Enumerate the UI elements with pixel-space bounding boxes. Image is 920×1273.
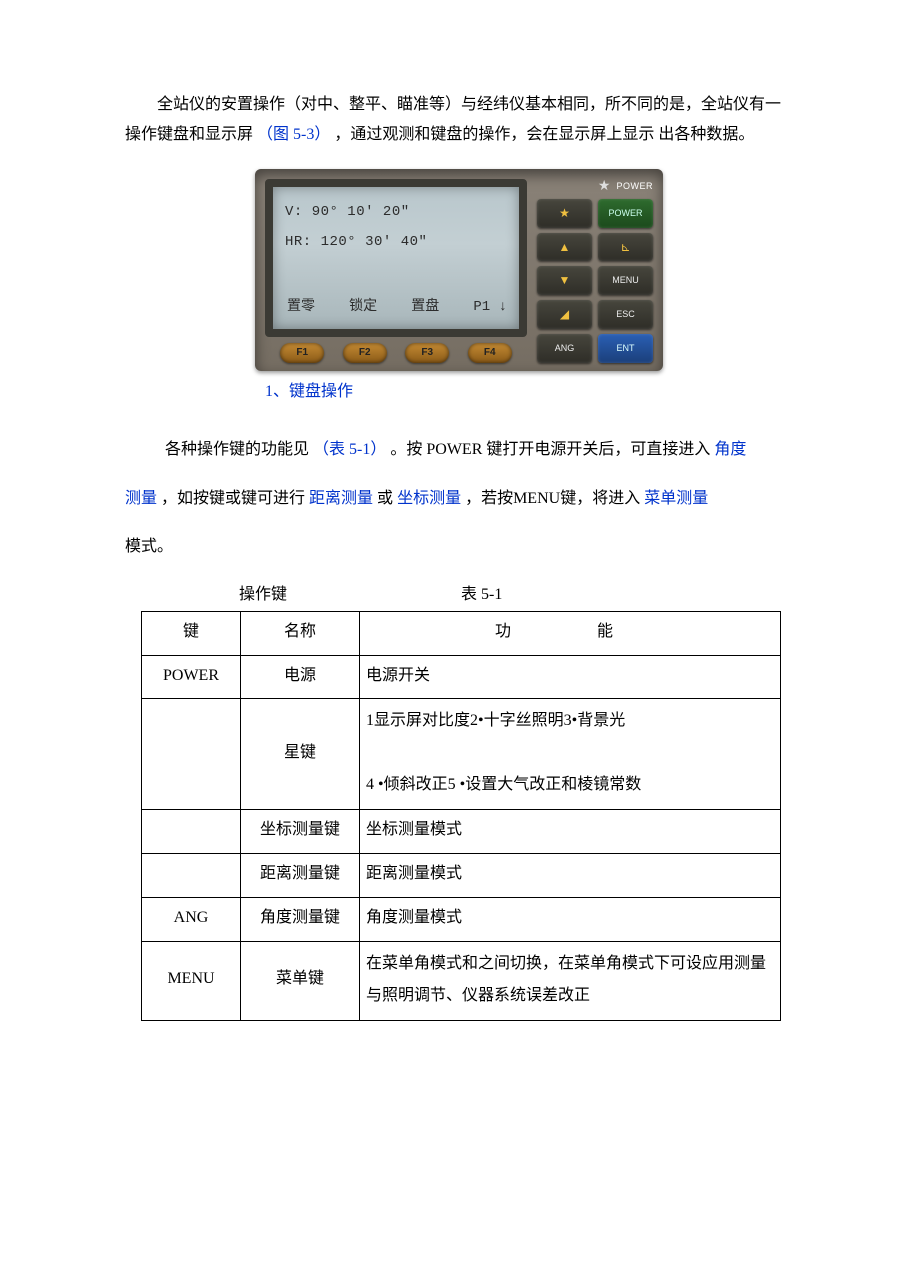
cell-name: 距离测量键: [241, 854, 360, 898]
softkey-4: P1 ↓: [473, 294, 507, 321]
cell-key: [142, 699, 241, 810]
cell-fn: 坐标测量模式: [360, 810, 781, 854]
device-figure: V: 90° 10′ 20″ HR: 120° 30′ 40″ 置零 锁定 置盘…: [255, 169, 795, 407]
intro-text-2: ，通过观测和键盘的操作，会在显示屏上显示 出各种数据。: [334, 126, 754, 143]
cell-key: [142, 854, 241, 898]
cell-key: ANG: [142, 897, 241, 941]
menu-key[interactable]: MENU: [598, 266, 653, 295]
table-title-row: 操作键 表 5-1: [125, 580, 795, 610]
cell-fn: 在菜单角模式和之间切换，在菜单角模式下可设应用测量与照明调节、仪器系统误差改正: [360, 941, 781, 1020]
cell-key: POWER: [142, 655, 241, 699]
operation-keys-table: 键 名称 功 能 POWER 电源 电源开关 星键 1显示屏对比度2•十字丝照明…: [141, 611, 781, 1021]
star-icon: ★: [598, 180, 611, 194]
softkey-3: 置盘: [411, 294, 439, 321]
star-key[interactable]: ★: [537, 199, 592, 228]
cell-name: 星键: [241, 699, 360, 810]
table-title-right: 表 5-1: [461, 580, 502, 610]
table-row: POWER 电源 电源开关: [142, 655, 781, 699]
f2-key[interactable]: F2: [343, 343, 387, 363]
para-4: 模式。: [125, 532, 795, 562]
softkey-1: 置零: [287, 294, 315, 321]
para-2: 各种操作键的功能见 （表 5-1） 。按 POWER 键打开电源开关后，可直接进…: [125, 435, 795, 465]
p3-t1: ，如按键或键可进行: [161, 490, 305, 507]
table-row: 星键 1显示屏对比度2•十字丝照明3•背景光 4 •倾斜改正5 •设置大气改正和…: [142, 699, 781, 810]
esc-key[interactable]: ESC: [598, 300, 653, 329]
table-row: 坐标测量键 坐标测量模式: [142, 810, 781, 854]
cell-fn: 1显示屏对比度2•十字丝照明3•背景光 4 •倾斜改正5 •设置大气改正和棱镜常…: [360, 699, 781, 810]
cell-fn: 距离测量模式: [360, 854, 781, 898]
cell-key: [142, 810, 241, 854]
up-key[interactable]: ▲: [537, 233, 592, 262]
softkey-2: 锁定: [349, 294, 377, 321]
cell-key: MENU: [142, 941, 241, 1020]
cell-fn: 电源开关: [360, 655, 781, 699]
th-name: 名称: [241, 611, 360, 655]
th-function: 功 能: [360, 611, 781, 655]
table-row: 距离测量键 距离测量模式: [142, 854, 781, 898]
power-key[interactable]: POWER: [598, 199, 653, 228]
screen-line-v: V: 90° 10′ 20″: [285, 199, 509, 226]
distance-link[interactable]: 距离测量: [309, 490, 373, 507]
total-station-panel: V: 90° 10′ 20″ HR: 120° 30′ 40″ 置零 锁定 置盘…: [255, 169, 663, 371]
power-label: POWER: [616, 178, 653, 195]
cell-name: 坐标测量键: [241, 810, 360, 854]
table-header-row: 键 名称 功 能: [142, 611, 781, 655]
table-5-1-link[interactable]: （表 5-1）: [313, 441, 386, 458]
p3-t2: 或: [377, 490, 393, 507]
table-row: ANG 角度测量键 角度测量模式: [142, 897, 781, 941]
cell-fn: 角度测量模式: [360, 897, 781, 941]
p3-t3: ，若按MENU键，将进入: [465, 490, 640, 507]
cell-name: 菜单键: [241, 941, 360, 1020]
dist-key[interactable]: ◢: [537, 300, 592, 329]
down-key[interactable]: ▼: [537, 266, 592, 295]
f1-key[interactable]: F1: [280, 343, 324, 363]
lcd-screen: V: 90° 10′ 20″ HR: 120° 30′ 40″ 置零 锁定 置盘…: [265, 179, 527, 337]
figure-5-3-link[interactable]: （图 5-3）: [257, 126, 330, 143]
ent-key[interactable]: ENT: [598, 334, 653, 363]
p2-t2: 。按 POWER 键打开电源开关后，可直接进入: [390, 441, 710, 458]
menu-measure-link[interactable]: 菜单测量: [644, 490, 708, 507]
cell-name: 电源: [241, 655, 360, 699]
p2-t1: 各种操作键的功能见: [165, 441, 309, 458]
angle-link[interactable]: 角度: [714, 441, 746, 458]
table-row: MENU 菜单键 在菜单角模式和之间切换，在菜单角模式下可设应用测量与照明调节、…: [142, 941, 781, 1020]
coord-key[interactable]: ⊾: [598, 233, 653, 262]
para-3: 测量 ，如按键或键可进行 距离测量 或 坐标测量 ，若按MENU键，将进入 菜单…: [125, 484, 795, 514]
coord-link[interactable]: 坐标测量: [397, 490, 461, 507]
measure-link[interactable]: 测量: [125, 490, 157, 507]
keypad: ★ POWER ★ POWER ▲ ⊾ ▼ MENU ◢ ESC ANG ENT: [537, 179, 653, 363]
f4-key[interactable]: F4: [468, 343, 512, 363]
screen-line-hr: HR: 120° 30′ 40″: [285, 229, 509, 256]
softkey-row: 置零 锁定 置盘 P1 ↓: [285, 294, 509, 323]
th-key: 键: [142, 611, 241, 655]
intro-paragraph: 全站仪的安置操作（对中、整平、瞄准等）与经纬仪基本相同，所不同的是，全站仪有一操…: [125, 90, 795, 151]
table-title-left: 操作键: [239, 580, 287, 610]
f3-key[interactable]: F3: [405, 343, 449, 363]
function-key-row: F1 F2 F3 F4: [265, 343, 527, 363]
ang-key[interactable]: ANG: [537, 334, 592, 363]
cell-name: 角度测量键: [241, 897, 360, 941]
figure-caption: 1、键盘操作: [265, 377, 353, 407]
